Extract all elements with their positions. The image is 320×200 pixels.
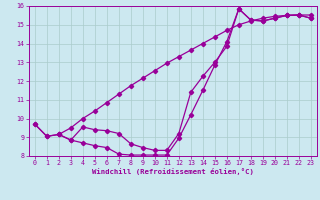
X-axis label: Windchill (Refroidissement éolien,°C): Windchill (Refroidissement éolien,°C) (92, 168, 254, 175)
